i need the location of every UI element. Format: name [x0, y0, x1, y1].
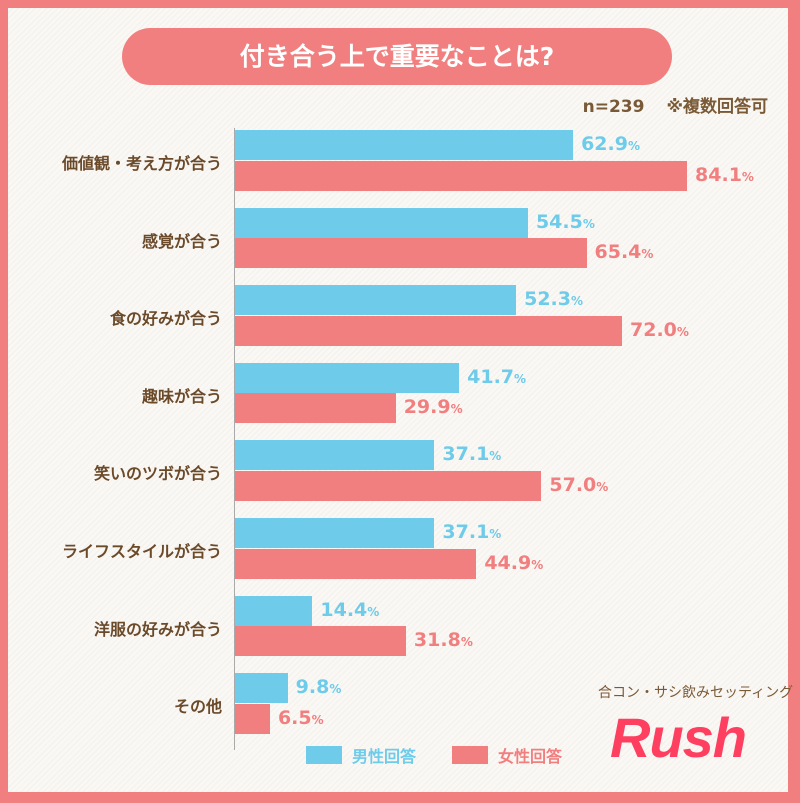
- category-label: ライフスタイルが合う: [61, 542, 222, 561]
- male-bar: [235, 285, 517, 316]
- male-value-label: 37.1%: [442, 443, 502, 466]
- female-bar: [235, 548, 477, 579]
- male-bar: [235, 440, 435, 471]
- male-bar: [235, 130, 574, 160]
- category-label: 洋服の好みが合う: [93, 619, 222, 639]
- legend-swatch-male: [306, 746, 342, 764]
- female-value-label: 44.9%: [484, 551, 544, 574]
- legend-label-male: 男性回答: [352, 747, 417, 766]
- legend-swatch-female: [452, 746, 488, 764]
- category-label: 感覚が合う: [141, 231, 222, 251]
- female-bar: [235, 393, 396, 424]
- female-bar: [235, 160, 688, 191]
- male-value-label: 54.5%: [535, 210, 595, 233]
- female-value-label: 31.8%: [413, 629, 473, 652]
- male-bar: [235, 518, 435, 548]
- female-bar: [235, 703, 270, 734]
- legend-male: 男性回答: [306, 743, 416, 767]
- female-value-label: 84.1%: [695, 163, 754, 186]
- sample-note: n=239 ※複数回答可: [583, 92, 768, 117]
- female-value-label: 29.9%: [403, 396, 463, 419]
- male-bar: [235, 595, 313, 626]
- category-label: 笑いのツボが合う: [93, 464, 222, 484]
- female-value-label: 57.0%: [549, 473, 609, 496]
- male-bar: [235, 207, 528, 238]
- brand-logo: Rush: [610, 706, 747, 769]
- male-value-label: 52.3%: [524, 288, 584, 311]
- male-value-label: 62.9%: [581, 133, 640, 155]
- legend-label-female: 女性回答: [498, 747, 563, 766]
- category-label: 趣味が合う: [141, 386, 222, 406]
- male-bar: [235, 673, 288, 704]
- male-value-label: 14.4%: [320, 598, 380, 621]
- male-value-label: 9.8%: [295, 676, 342, 699]
- female-bar: [235, 470, 542, 501]
- y-axis-line: [234, 128, 235, 750]
- multi-answer-note: ※複数回答可: [666, 97, 768, 117]
- chart-title: 付き合う上で重要なことは?: [122, 28, 672, 85]
- female-bar: [235, 315, 622, 346]
- male-value-label: 37.1%: [442, 521, 502, 543]
- category-label: 価値観・考え方が合う: [61, 154, 222, 173]
- female-bar: [235, 238, 587, 269]
- male-value-label: 41.7%: [467, 365, 527, 388]
- male-bar: [235, 362, 460, 393]
- brand-subtitle: 合コン・サシ飲みセッティング: [598, 685, 794, 701]
- legend-female: 女性回答: [452, 743, 562, 767]
- sample-size: n=239: [582, 97, 645, 117]
- female-value-label: 65.4%: [594, 241, 654, 264]
- female-value-label: 72.0%: [630, 318, 689, 341]
- female-value-label: 6.5%: [277, 706, 324, 729]
- category-label: 食の好みが合う: [109, 309, 222, 329]
- female-bar: [235, 626, 406, 657]
- category-label: その他: [173, 697, 222, 717]
